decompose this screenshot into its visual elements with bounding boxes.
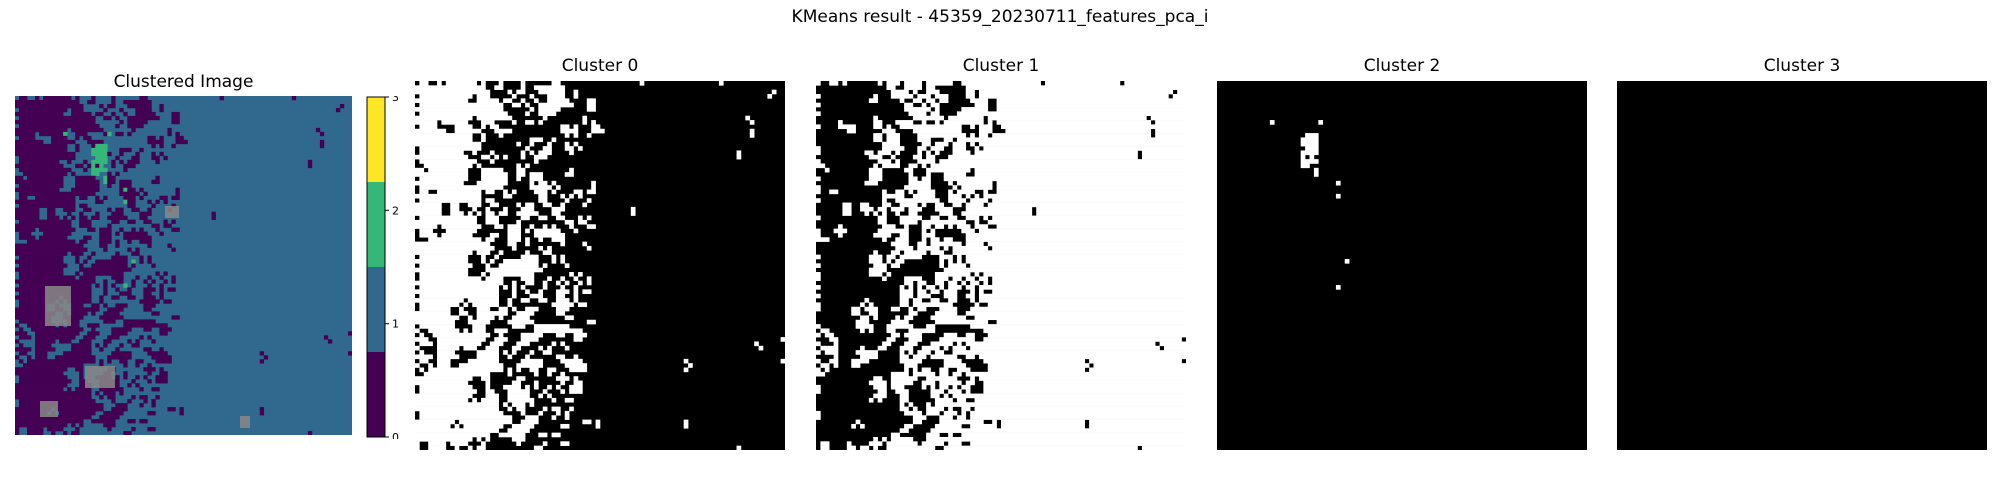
- cluster-3-mask: [1617, 81, 1987, 450]
- colorbar-tick-label-3: 3: [392, 96, 399, 104]
- colorbar-tick-label-2: 2: [392, 204, 399, 217]
- cluster-2-title: Cluster 2: [1363, 56, 1441, 76]
- clustered-image: [15, 96, 352, 435]
- cluster-1-title: Cluster 1: [962, 56, 1040, 76]
- cluster-0-title: Cluster 0: [561, 56, 639, 76]
- cluster-3-title: Cluster 3: [1763, 56, 1841, 76]
- cluster-0-mask: [415, 81, 785, 450]
- cluster-2-mask: [1217, 81, 1587, 450]
- cluster-1-mask: [816, 81, 1186, 450]
- figure-suptitle: KMeans result - 45359_20230711_features_…: [791, 7, 1209, 27]
- colorbar-tick-label-1: 1: [392, 318, 399, 331]
- clustered-image-title: Clustered Image: [113, 72, 254, 92]
- colorbar: 0 1 2 3: [366, 96, 399, 439]
- colorbar-tick-label-0: 0: [392, 431, 399, 439]
